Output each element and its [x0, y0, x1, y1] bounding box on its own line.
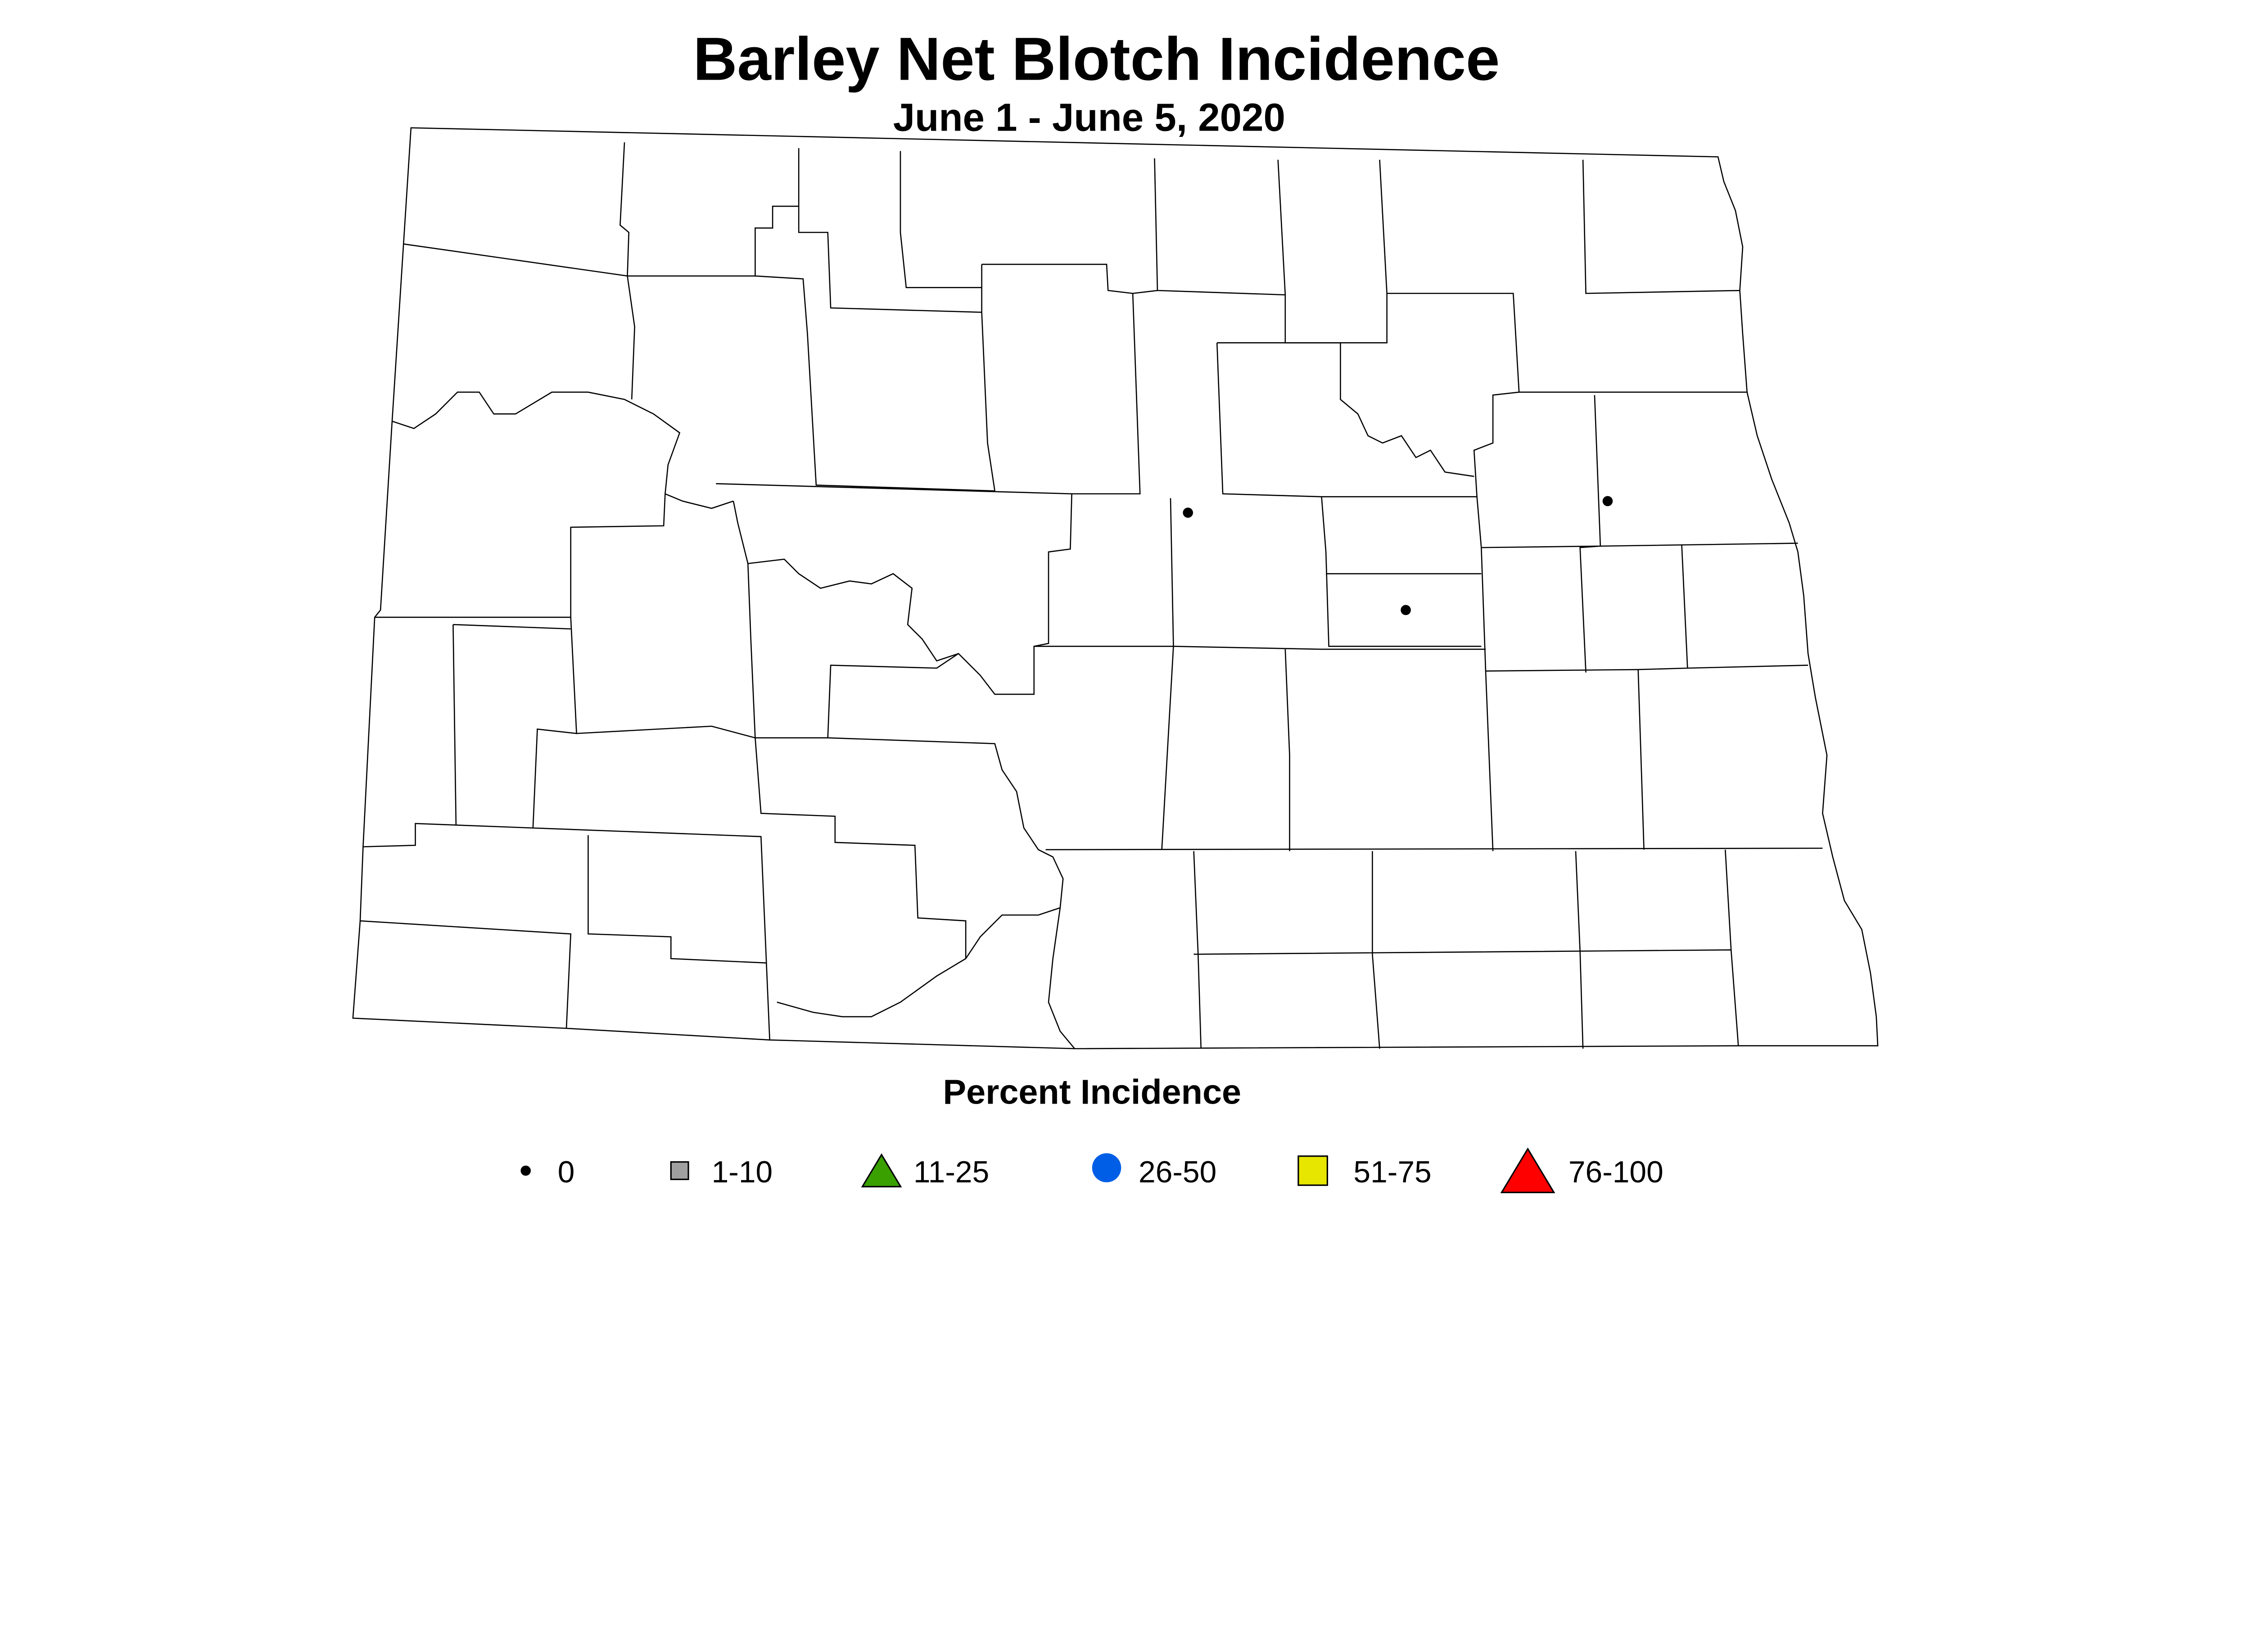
county-boundaries — [360, 142, 1823, 1049]
legend-label: 26-50 — [1139, 1155, 1216, 1189]
legend-item: 26-50 — [1092, 1153, 1216, 1189]
map-figure: Barley Net Blotch Incidence June 1 - Jun… — [352, 24, 1879, 1193]
state-outline — [352, 127, 1879, 1050]
legend-label: 11-25 — [913, 1155, 989, 1189]
legend-symbol-circle — [1092, 1153, 1121, 1182]
legend-label: 51-75 — [1353, 1155, 1431, 1189]
legend-item: 51-75 — [1297, 1155, 1432, 1189]
legend: 0 1-10 11-25 26-50 51-75 76-100 — [520, 1147, 1663, 1193]
legend-item: 0 — [520, 1155, 574, 1189]
legend-label: 1-10 — [712, 1155, 773, 1189]
observation-points — [1183, 496, 1613, 616]
legend-item: 76-100 — [1500, 1147, 1663, 1193]
map-title: Barley Net Blotch Incidence — [693, 24, 1500, 93]
observation-dot — [1602, 496, 1613, 507]
legend-symbol-square — [670, 1161, 689, 1180]
legend-symbol-triangle — [861, 1153, 902, 1188]
legend-symbol-square — [1297, 1155, 1328, 1186]
observation-dot — [1401, 605, 1411, 616]
map-subtitle: June 1 - June 5, 2020 — [893, 95, 1285, 139]
legend-item: 1-10 — [670, 1155, 773, 1189]
legend-symbol-triangle — [1500, 1147, 1555, 1193]
legend-title: Percent Incidence — [943, 1073, 1242, 1112]
legend-item: 11-25 — [861, 1153, 989, 1189]
state-map — [352, 127, 1879, 1050]
legend-symbol-dot — [520, 1165, 531, 1176]
observation-dot — [1183, 507, 1193, 518]
legend-label: 76-100 — [1568, 1155, 1663, 1189]
legend-label: 0 — [558, 1155, 575, 1189]
